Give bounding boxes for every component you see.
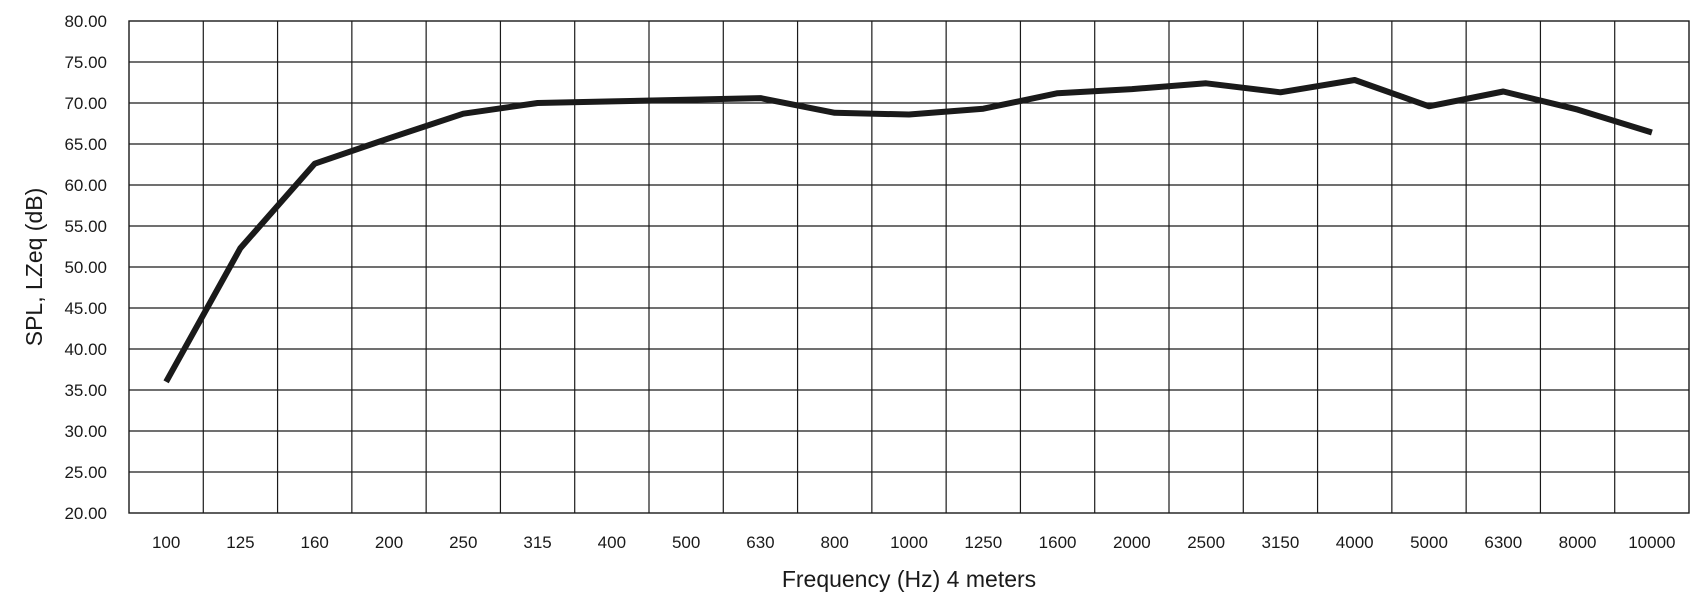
y-tick-label: 70.00	[64, 94, 107, 113]
series-line	[163, 77, 1653, 384]
x-tick-label: 500	[672, 533, 700, 552]
x-tick-label: 10000	[1628, 533, 1675, 552]
y-tick-label: 40.00	[64, 340, 107, 359]
y-tick-label: 80.00	[64, 12, 107, 31]
x-tick-label: 630	[746, 533, 774, 552]
x-tick-label: 250	[449, 533, 477, 552]
x-tick-label: 8000	[1559, 533, 1597, 552]
y-tick-label: 50.00	[64, 258, 107, 277]
plot-frame	[128, 20, 1690, 514]
y-axis-ticks: 20.00 25.00 30.00 35.00 40.00 45.00 50.00 55.00…	[64, 12, 107, 523]
x-tick-label: 200	[375, 533, 403, 552]
x-tick-label: 3150	[1262, 533, 1300, 552]
x-tick-label: 100	[152, 533, 180, 552]
y-tick-label: 60.00	[64, 176, 107, 195]
x-tick-label: 800	[821, 533, 849, 552]
y-tick-label: 65.00	[64, 135, 107, 154]
x-tick-label: 2000	[1113, 533, 1151, 552]
y-tick-label: 25.00	[64, 463, 107, 482]
y-tick-label: 75.00	[64, 53, 107, 72]
y-tick-label: 45.00	[64, 299, 107, 318]
x-tick-label: 1000	[890, 533, 928, 552]
x-tick-label: 4000	[1336, 533, 1374, 552]
x-axis-ticks: 100 125 160 200 250 315 400 500 630 800 1000 1250 16…	[152, 533, 1676, 552]
x-tick-label: 5000	[1410, 533, 1448, 552]
x-tick-label: 160	[301, 533, 329, 552]
x-tick-label: 400	[598, 533, 626, 552]
x-tick-label: 1250	[964, 533, 1002, 552]
x-tick-label: 1600	[1039, 533, 1077, 552]
y-axis-title: SPL, LZeq (dB)	[21, 188, 47, 347]
y-tick-label: 20.00	[64, 504, 107, 523]
x-axis-title: Frequency (Hz) 4 meters	[782, 566, 1036, 592]
x-tick-label: 2500	[1187, 533, 1225, 552]
series-layer	[163, 77, 1653, 384]
x-tick-label: 6300	[1484, 533, 1522, 552]
y-tick-label: 35.00	[64, 381, 107, 400]
y-tick-label: 30.00	[64, 422, 107, 441]
grid	[129, 21, 1689, 513]
x-tick-label: 315	[523, 533, 551, 552]
x-tick-label: 125	[226, 533, 254, 552]
y-tick-label: 55.00	[64, 217, 107, 236]
